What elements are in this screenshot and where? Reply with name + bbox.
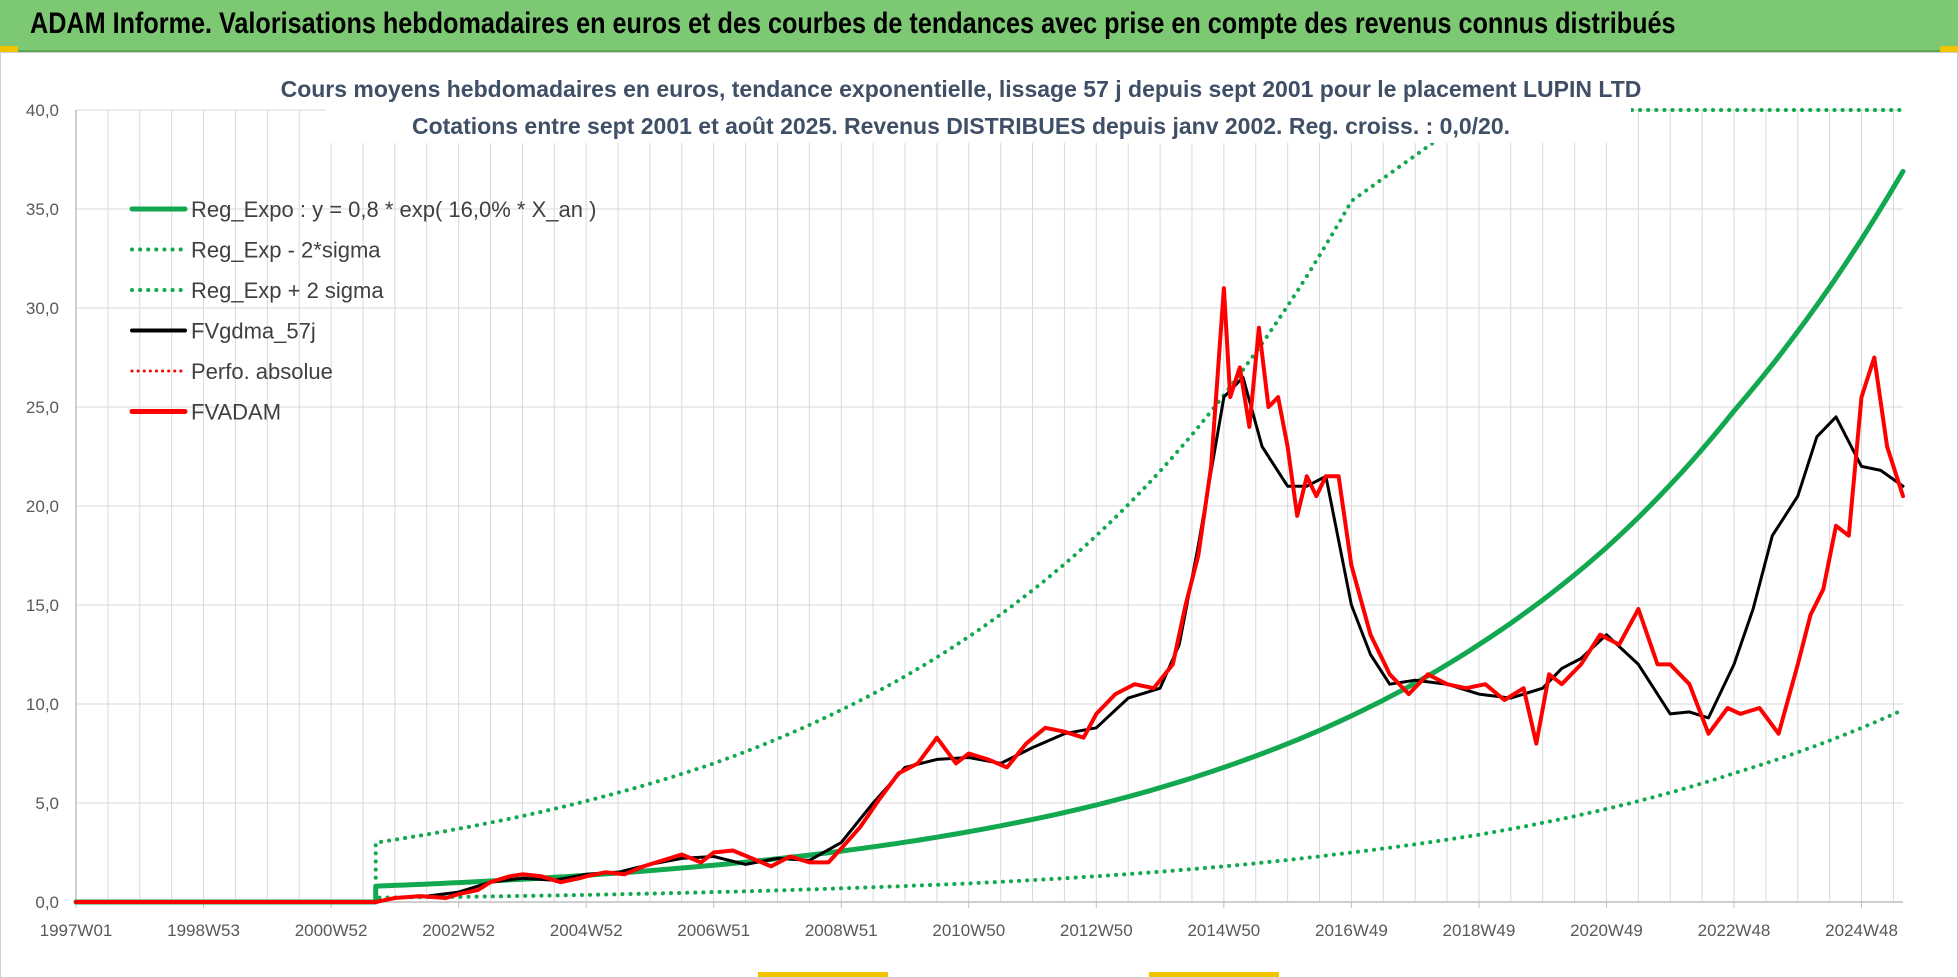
x-tick-label: 2000W52 [295,921,368,940]
legend-label: Perfo. absolue [191,359,333,384]
y-tick-label: 15,0 [26,596,59,615]
banner-corner-left [0,46,18,52]
legend-label: Reg_Exp + 2 sigma [191,278,384,303]
grid [76,109,1903,903]
chart-title-background [326,67,1631,143]
x-tick-label: 2014W50 [1187,921,1260,940]
x-tick-label: 2002W52 [422,921,495,940]
legend: Reg_Expo : y = 0,8 * exp( 16,0% * X_an )… [129,197,596,425]
line-chart: 0,0 5,0 10,0 15,0 20,0 25,0 30,0 35,0 40,0 1997W0… [26,67,1906,940]
y-tick-label: 0,0 [35,893,59,912]
y-tick-label: 30,0 [26,299,59,318]
sheet-tab-marker [1149,972,1279,977]
chart-title-line1: Cours moyens hebdomadaires en euros, ten… [281,76,1642,102]
y-tick-label: 10,0 [26,695,59,714]
axes [75,110,1903,908]
x-tick-label: 2022W48 [1698,921,1771,940]
series-line [74,375,1905,904]
report-title: ADAM Informe. Valorisations hebdomadaire… [30,7,1676,40]
x-tick-label: 2010W50 [932,921,1005,940]
y-tick-label: 35,0 [26,200,59,219]
legend-label: FVgdma_57j [191,319,316,344]
x-tick-label: 2020W49 [1570,921,1643,940]
x-tick-label: 2016W49 [1315,921,1388,940]
legend-label: FVADAM [191,400,281,425]
x-tick-label: 2006W51 [677,921,750,940]
chart-title-line2: Cotations entre sept 2001 et août 2025. … [412,113,1510,139]
x-tick-label: 2024W48 [1825,921,1898,940]
x-tick-label: 2018W49 [1443,921,1516,940]
x-tick-label: 2004W52 [550,921,623,940]
series-line [73,168,1906,905]
x-tick-label: 2008W51 [805,921,878,940]
y-tick-label: 25,0 [26,398,59,417]
chart-frame: 0,0 5,0 10,0 15,0 20,0 25,0 30,0 35,0 40,0 1997W0… [0,52,1958,978]
x-tick-label: 2012W50 [1060,921,1133,940]
sheet-tab-marker [758,972,888,977]
y-tick-label: 20,0 [26,497,59,516]
x-tick-label: 1998W53 [167,921,240,940]
x-tick-label: 1997W01 [40,921,113,940]
legend-label: Reg_Expo : y = 0,8 * exp( 16,0% * X_an ) [191,197,596,222]
y-tick-label: 40,0 [26,101,59,120]
series-line [74,286,1905,904]
tick-labels: 0,0 5,0 10,0 15,0 20,0 25,0 30,0 35,0 40,0 1997W0… [26,101,1898,940]
legend-label: Reg_Exp - 2*sigma [191,238,381,263]
banner-corner-right [1940,46,1958,52]
series-line [74,707,1905,904]
report-banner: ADAM Informe. Valorisations hebdomadaire… [0,0,1958,52]
y-tick-label: 5,0 [35,794,59,813]
